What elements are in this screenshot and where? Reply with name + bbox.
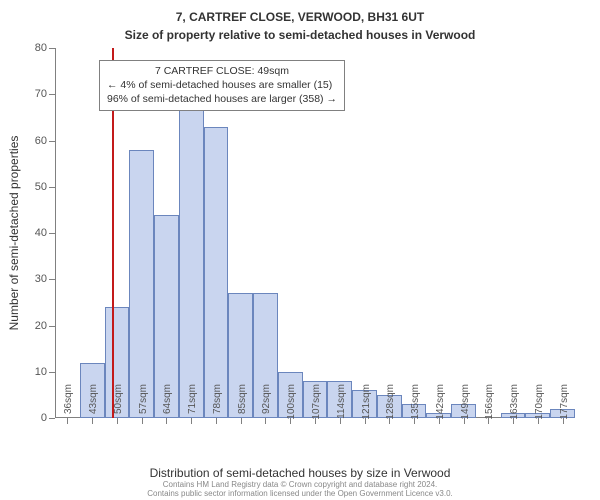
annotation-box: 7 CARTREF CLOSE: 49sqm ← 4% of semi-deta… (99, 60, 345, 111)
x-tick-label: 128sqm (385, 384, 396, 426)
chart-title-main: 7, CARTREF CLOSE, VERWOOD, BH31 6UT (0, 10, 600, 24)
y-tick (49, 326, 55, 327)
x-tick-label: 177sqm (559, 384, 570, 426)
y-tick (49, 279, 55, 280)
y-tick-label: 20 (35, 320, 47, 332)
x-axis-title: Distribution of semi-detached houses by … (0, 466, 600, 480)
y-tick-label: 30 (35, 273, 47, 285)
chart-title-sub: Size of property relative to semi-detach… (0, 28, 600, 42)
y-tick-label: 80 (35, 42, 47, 54)
y-tick (49, 372, 55, 373)
y-tick-label: 0 (41, 412, 47, 424)
y-tick (49, 233, 55, 234)
x-tick-label: 71sqm (187, 384, 198, 426)
x-tick-label: 156sqm (484, 384, 495, 426)
footnote-line2: Contains public sector information licen… (0, 489, 600, 498)
y-tick-label: 10 (35, 366, 47, 378)
y-tick-label: 60 (35, 135, 47, 147)
footnote-line1: Contains HM Land Registry data © Crown c… (0, 480, 600, 489)
x-tick-label: 100sqm (286, 384, 297, 426)
bar (129, 150, 154, 418)
annotation-line3: 96% of semi-detached houses are larger (… (107, 92, 337, 106)
x-tick-label: 163sqm (509, 384, 520, 426)
x-tick-label: 142sqm (435, 384, 446, 426)
bar (204, 127, 229, 418)
annotation-line2: ← 4% of semi-detached houses are smaller… (107, 78, 337, 92)
bar (179, 104, 204, 419)
x-tick-label: 43sqm (88, 384, 99, 426)
y-tick (49, 187, 55, 188)
x-tick-label: 36sqm (63, 384, 74, 426)
y-tick (49, 141, 55, 142)
annotation-line1: 7 CARTREF CLOSE: 49sqm (107, 64, 337, 78)
y-tick-label: 50 (35, 181, 47, 193)
x-tick-label: 92sqm (261, 384, 272, 426)
x-tick-label: 121sqm (361, 384, 372, 426)
chart-container: 7, CARTREF CLOSE, VERWOOD, BH31 6UT Size… (0, 0, 600, 500)
y-tick-label: 40 (35, 227, 47, 239)
x-tick-label: 64sqm (162, 384, 173, 426)
x-tick-label: 114sqm (336, 384, 347, 426)
y-tick (49, 48, 55, 49)
plot-area: 7 CARTREF CLOSE: 49sqm ← 4% of semi-deta… (55, 48, 575, 418)
x-tick-label: 135sqm (410, 384, 421, 426)
footnote: Contains HM Land Registry data © Crown c… (0, 480, 600, 498)
y-tick (49, 418, 55, 419)
x-tick-label: 85sqm (237, 384, 248, 426)
y-axis-title: Number of semi-detached properties (7, 136, 21, 331)
x-tick-label: 149sqm (460, 384, 471, 426)
x-tick-label: 57sqm (138, 384, 149, 426)
x-tick-label: 50sqm (113, 384, 124, 426)
y-tick-label: 70 (35, 88, 47, 100)
x-tick-label: 170sqm (534, 384, 545, 426)
x-tick-label: 107sqm (311, 384, 322, 426)
x-tick-label: 78sqm (212, 384, 223, 426)
y-tick (49, 94, 55, 95)
